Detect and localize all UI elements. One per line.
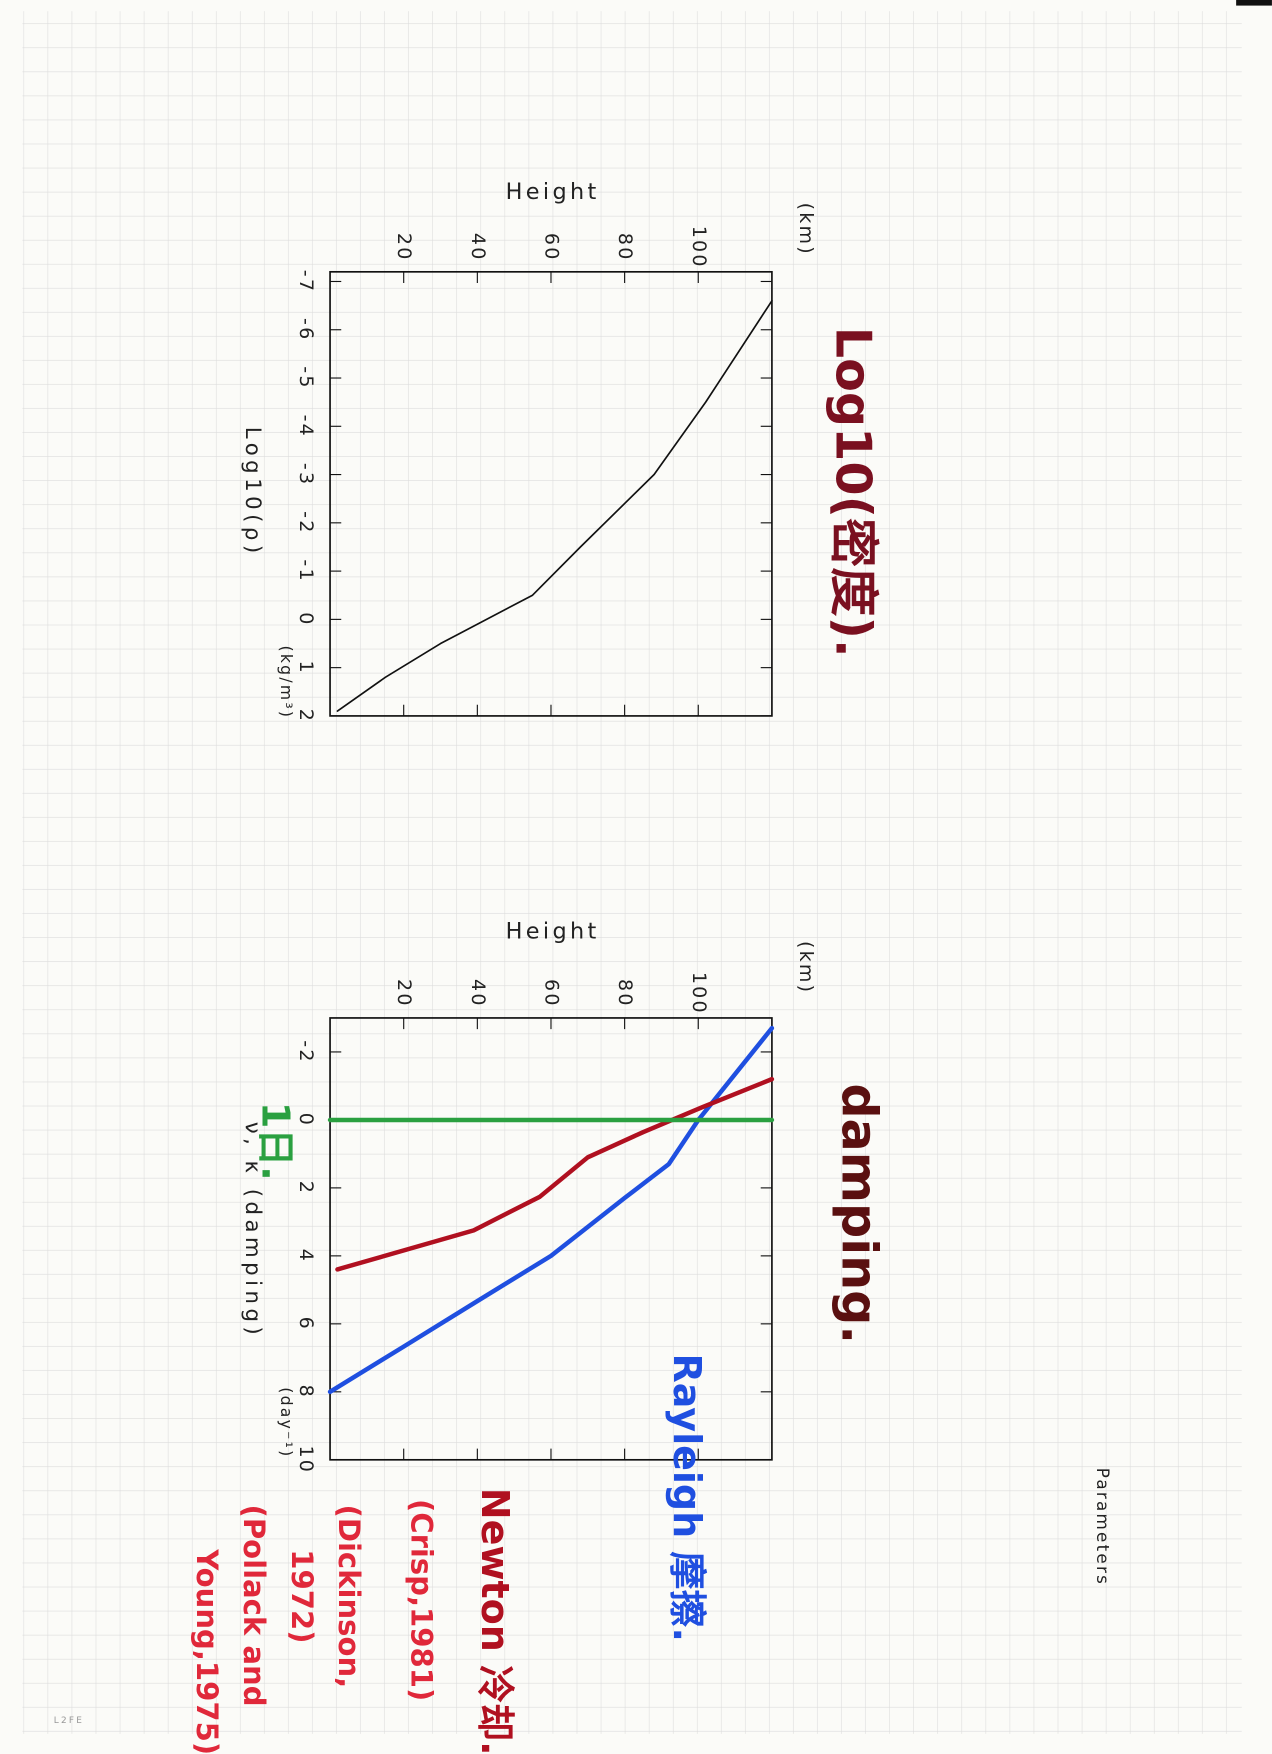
- x-tick-label: 6: [295, 1317, 317, 1331]
- y-tick-label: 40: [467, 979, 489, 1008]
- x-tick-label: 0: [295, 1113, 317, 1127]
- series-label: Rayleigh 摩擦.: [665, 1354, 709, 1642]
- annotation: (Pollack and: [237, 1505, 271, 1707]
- x-tick-label: 4: [295, 1249, 317, 1263]
- x-tick-label: 1: [295, 660, 317, 674]
- series-label: 1日.: [254, 1102, 298, 1181]
- x-tick-label: -6: [295, 318, 317, 341]
- y-axis-title: Height: [506, 179, 600, 205]
- y-tick-label: 100: [688, 972, 710, 1015]
- x-axis-title: ν, κ (damping): [240, 1122, 265, 1339]
- y-tick-label: 80: [614, 233, 636, 262]
- x-tick-label: -2: [295, 1040, 317, 1063]
- x-tick-label: -1: [295, 559, 317, 582]
- x-tick-label: 0: [295, 612, 317, 626]
- y-tick-label: 80: [614, 979, 636, 1008]
- x-tick-label: -5: [295, 366, 317, 389]
- y-tick-label: 20: [393, 233, 415, 262]
- annotation: Young,1975): [190, 1548, 224, 1754]
- y-axis-unit: (km): [795, 941, 817, 994]
- y-tick-label: 40: [467, 233, 489, 262]
- series-label: Newton 冷却.: [473, 1488, 517, 1754]
- stamp: L2FE: [54, 1716, 84, 1726]
- data-line: [335, 1076, 775, 1272]
- x-tick-label: -3: [295, 463, 317, 486]
- x-tick-label: -4: [295, 415, 317, 438]
- chart-title: damping.: [830, 1083, 888, 1344]
- annotation: (Dickinson,: [332, 1505, 366, 1689]
- x-axis-unit: (kg/m³): [277, 646, 296, 720]
- x-axis-title: Log10(ρ): [240, 427, 265, 558]
- annotation: (Crisp,1981): [405, 1499, 439, 1701]
- x-tick-label: -7: [295, 270, 317, 293]
- annotation: 1972): [285, 1549, 319, 1643]
- y-tick-label: 60: [540, 233, 562, 262]
- data-line: [327, 1025, 775, 1395]
- y-tick-label: 60: [540, 979, 562, 1008]
- chart-title: Log10(密度).: [825, 327, 883, 658]
- y-axis-unit: (km): [795, 203, 817, 256]
- x-tick-label: 8: [295, 1385, 317, 1399]
- grid-paper: [22, 11, 1242, 1734]
- edge: [1236, 0, 1272, 6]
- page-title: Parameters: [1093, 1468, 1113, 1586]
- data-line: [336, 299, 773, 712]
- y-axis-title: Height: [506, 918, 600, 944]
- x-tick-label: 2: [295, 709, 317, 723]
- x-tick-label: 10: [295, 1445, 317, 1474]
- y-tick-label: 20: [393, 979, 415, 1008]
- y-tick-label: 100: [688, 226, 710, 269]
- x-tick-label: -2: [295, 511, 317, 534]
- x-tick-label: 2: [295, 1181, 317, 1195]
- x-axis-unit: (day⁻¹): [277, 1387, 296, 1458]
